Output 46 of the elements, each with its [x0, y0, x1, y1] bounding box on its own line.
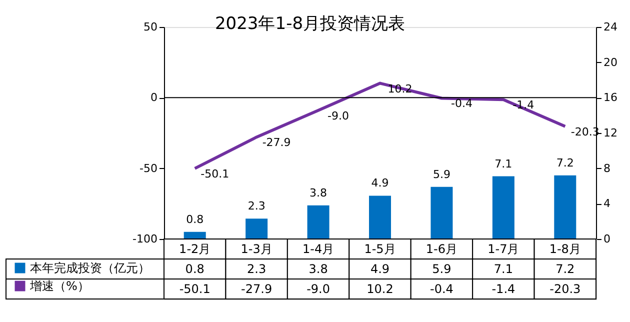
y2-tick-label: 16	[604, 91, 618, 104]
data-label: -1.4	[492, 282, 516, 296]
y-tick-label: 0	[150, 91, 158, 104]
x-tick-label: 1-8月	[549, 242, 581, 256]
data-label: -9.0	[306, 282, 330, 296]
text: 7.1	[494, 157, 512, 170]
text: 7.2	[556, 156, 574, 170]
data-label: -20.3	[550, 282, 581, 296]
x-tick-label: 1-3月	[240, 242, 272, 256]
data-label: 4.9	[370, 262, 390, 276]
data-label: 0.8	[185, 262, 204, 276]
data-label: 7.2	[556, 262, 575, 276]
text: -9.0	[328, 109, 350, 122]
x-tick-label: 1-7月	[488, 242, 520, 256]
x-tick-label: 1-5月	[364, 242, 396, 256]
y2-tick-label: 0	[604, 232, 610, 246]
x-tick-label: 1-4月	[302, 242, 334, 256]
text: -50.1	[200, 167, 230, 180]
legend-label: 增速（%）	[29, 279, 90, 293]
y2-tick-label: 20	[604, 56, 618, 69]
data-label: -0.4	[430, 282, 454, 296]
data-label: -50.1	[179, 282, 210, 296]
data-label: 3.8	[308, 262, 328, 276]
y2-tick-label: 24	[604, 20, 618, 34]
y2-tick-label: 12	[604, 126, 618, 140]
y2-tick-label: 4	[604, 197, 610, 210]
y-tick-label: 50	[144, 20, 158, 34]
x-tick-label: 1-2月	[179, 242, 211, 256]
data-label: -27.9	[241, 282, 272, 296]
text: 5.9	[432, 168, 450, 181]
data-label: 10.2	[366, 282, 394, 296]
data-label: 5.9	[432, 262, 452, 276]
text: -27.9	[262, 136, 291, 150]
y2-tick-label: 8	[604, 162, 610, 175]
data-label: 7.1	[494, 262, 513, 276]
text: 0.8	[186, 212, 204, 226]
text: 2.3	[248, 200, 266, 213]
text: 3.8	[310, 186, 328, 200]
text: 4.9	[371, 176, 389, 190]
text: -0.4	[450, 97, 472, 110]
legend-label: 本年完成投资（亿元）	[30, 261, 150, 275]
y-tick-label: -100	[132, 232, 158, 246]
data-label: 2.3	[247, 262, 266, 276]
y-tick-label: -50	[140, 162, 158, 175]
x-tick-label: 1-6月	[426, 242, 458, 256]
chart-title: 2023年1-8月投资情况表	[214, 14, 406, 34]
